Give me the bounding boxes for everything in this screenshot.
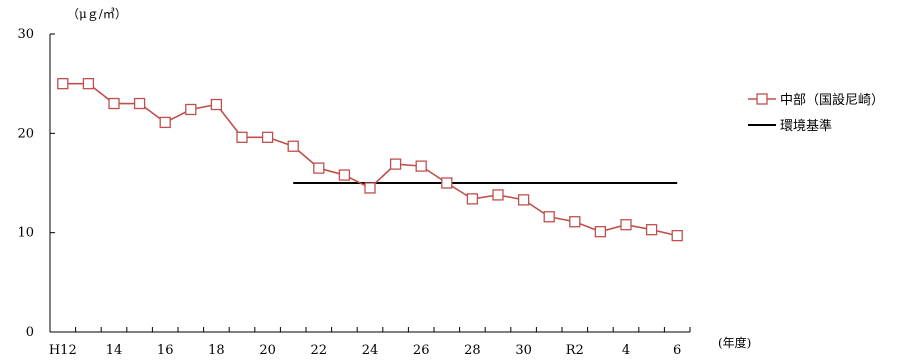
y-tick-label: 0 — [26, 325, 34, 340]
series-layer — [57, 78, 683, 242]
x-tick-label: H12 — [49, 343, 77, 358]
legend-reference-label: 環境基準 — [780, 118, 832, 134]
data-point-marker — [441, 177, 453, 189]
chart-legend: 中部（国設尼崎） 環境基準 — [748, 92, 884, 134]
x-tick-label: 6 — [673, 343, 681, 358]
data-point-marker — [543, 211, 555, 223]
data-point-marker — [210, 98, 223, 111]
data-point-marker — [261, 131, 274, 143]
x-tick-label: 20 — [259, 343, 276, 358]
x-tick-label: 22 — [311, 343, 328, 358]
data-point-marker — [57, 78, 69, 90]
legend-series-label: 中部（国設尼崎） — [780, 92, 884, 108]
data-point-marker — [671, 229, 683, 242]
x-tick-label: 26 — [413, 343, 430, 358]
data-point-marker — [389, 158, 402, 170]
data-point-marker — [364, 182, 376, 194]
x-tick-label: 18 — [208, 343, 225, 358]
series-line — [62, 82, 678, 237]
data-point-marker — [185, 103, 197, 116]
y-axis-unit-label: （μｇ/㎥） — [67, 7, 127, 21]
data-point-marker — [108, 97, 120, 110]
y-tick-label: 30 — [17, 27, 34, 42]
x-tick-label: R2 — [566, 343, 584, 358]
data-point-marker — [415, 160, 427, 172]
data-point-marker — [287, 140, 299, 152]
y-tick-label: 20 — [17, 126, 34, 141]
data-point-marker — [338, 169, 351, 181]
data-point-marker — [645, 224, 658, 236]
x-tick-label: 30 — [515, 343, 532, 358]
x-tick-label: 4 — [622, 343, 630, 358]
data-point-marker — [620, 219, 632, 231]
data-point-marker — [159, 116, 171, 129]
data-point-marker — [133, 97, 146, 110]
x-tick-label: 16 — [157, 343, 174, 358]
x-tick-label: 28 — [464, 343, 481, 358]
data-point-marker — [313, 162, 325, 174]
legend-series-swatch-marker — [756, 93, 768, 105]
data-point-marker — [466, 193, 479, 205]
x-axis-unit-label: (年度) — [718, 335, 751, 350]
data-point-marker — [594, 226, 607, 238]
data-point-marker — [517, 194, 530, 206]
chart-axes: 0 10 20 30 H12 14 16 18 20 22 24 26 28 30 R2 4 6 — [17, 27, 691, 358]
data-point-marker — [569, 216, 581, 228]
x-tick-label: 14 — [106, 343, 123, 358]
data-point-marker — [82, 78, 95, 90]
y-tick-label: 10 — [17, 226, 34, 241]
data-point-marker — [492, 189, 504, 201]
x-tick-label: 24 — [362, 343, 379, 358]
data-point-marker — [236, 131, 248, 143]
